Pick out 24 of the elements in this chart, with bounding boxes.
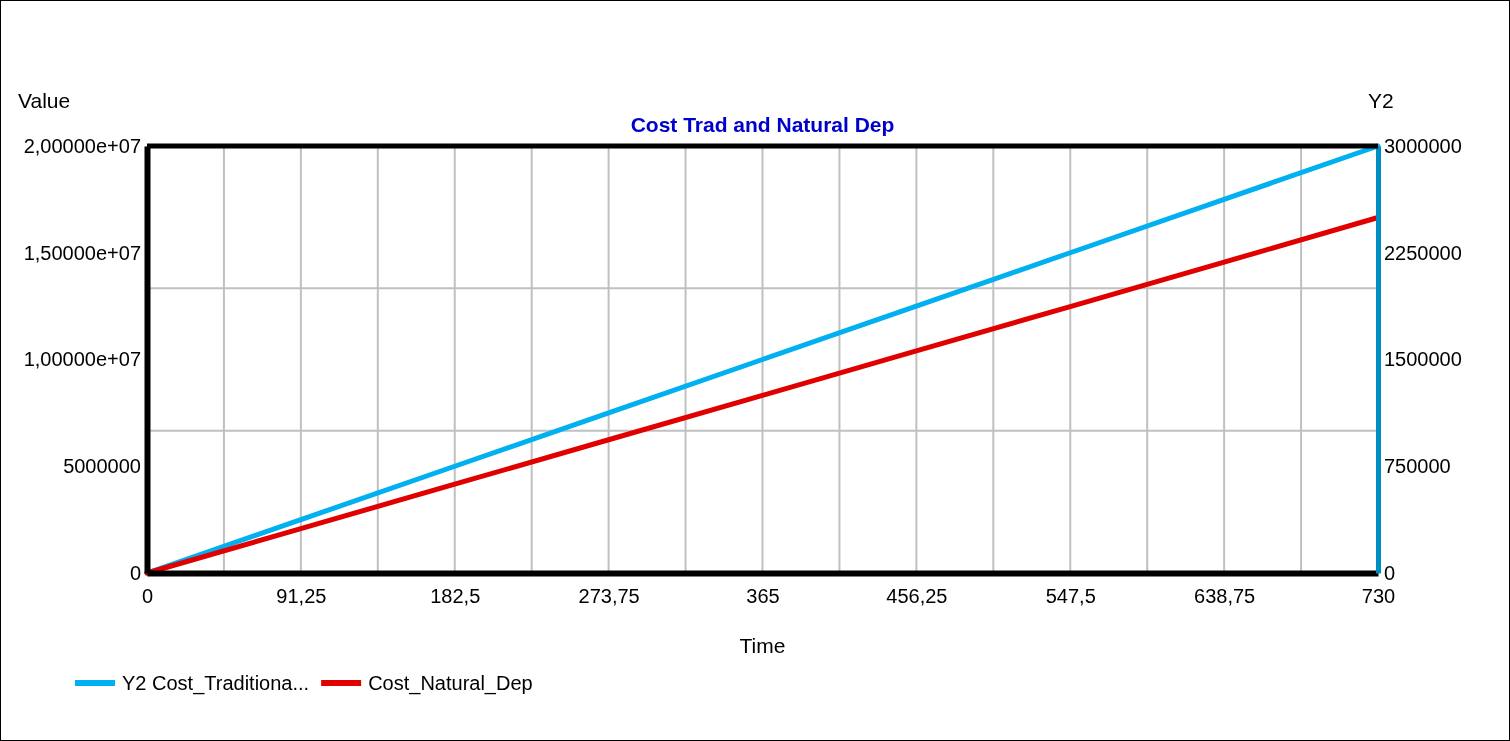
x-tick-label: 182,5 bbox=[430, 585, 481, 608]
y2-tick-label: 3000000 bbox=[1384, 134, 1462, 157]
y-axis-title: Value bbox=[18, 89, 71, 112]
x-tick-label: 730 bbox=[1361, 585, 1396, 608]
y2-tick-label: 750000 bbox=[1384, 455, 1451, 478]
x-axis-title: Time bbox=[739, 634, 786, 657]
y2-tick-label: 2250000 bbox=[1384, 241, 1462, 264]
y2-tick-label: 1500000 bbox=[1384, 348, 1462, 371]
x-tick-label: 365 bbox=[746, 585, 780, 608]
y2-axis-title: Y2 bbox=[1368, 89, 1394, 112]
y-tick-label: 5000000 bbox=[63, 455, 141, 478]
legend-label: Cost_Natural_Dep bbox=[368, 672, 533, 695]
x-tick-label: 547,5 bbox=[1045, 585, 1096, 608]
x-tick-label: 456,25 bbox=[886, 585, 948, 608]
y-tick-label: 1,00000e+07 bbox=[23, 348, 141, 371]
chart-title: Cost Trad and Natural Dep bbox=[630, 113, 895, 136]
x-tick-label: 91,25 bbox=[276, 585, 327, 608]
y-tick-label: 2,00000e+07 bbox=[23, 134, 141, 157]
x-tick-label: 638,75 bbox=[1194, 585, 1256, 608]
y2-tick-label: 0 bbox=[1384, 561, 1396, 584]
y-tick-label: 1,50000e+07 bbox=[23, 241, 141, 264]
legend-label: Y2 Cost_Traditiona... bbox=[122, 672, 310, 695]
y-tick-label: 0 bbox=[129, 561, 141, 584]
x-tick-label: 273,75 bbox=[578, 585, 640, 608]
